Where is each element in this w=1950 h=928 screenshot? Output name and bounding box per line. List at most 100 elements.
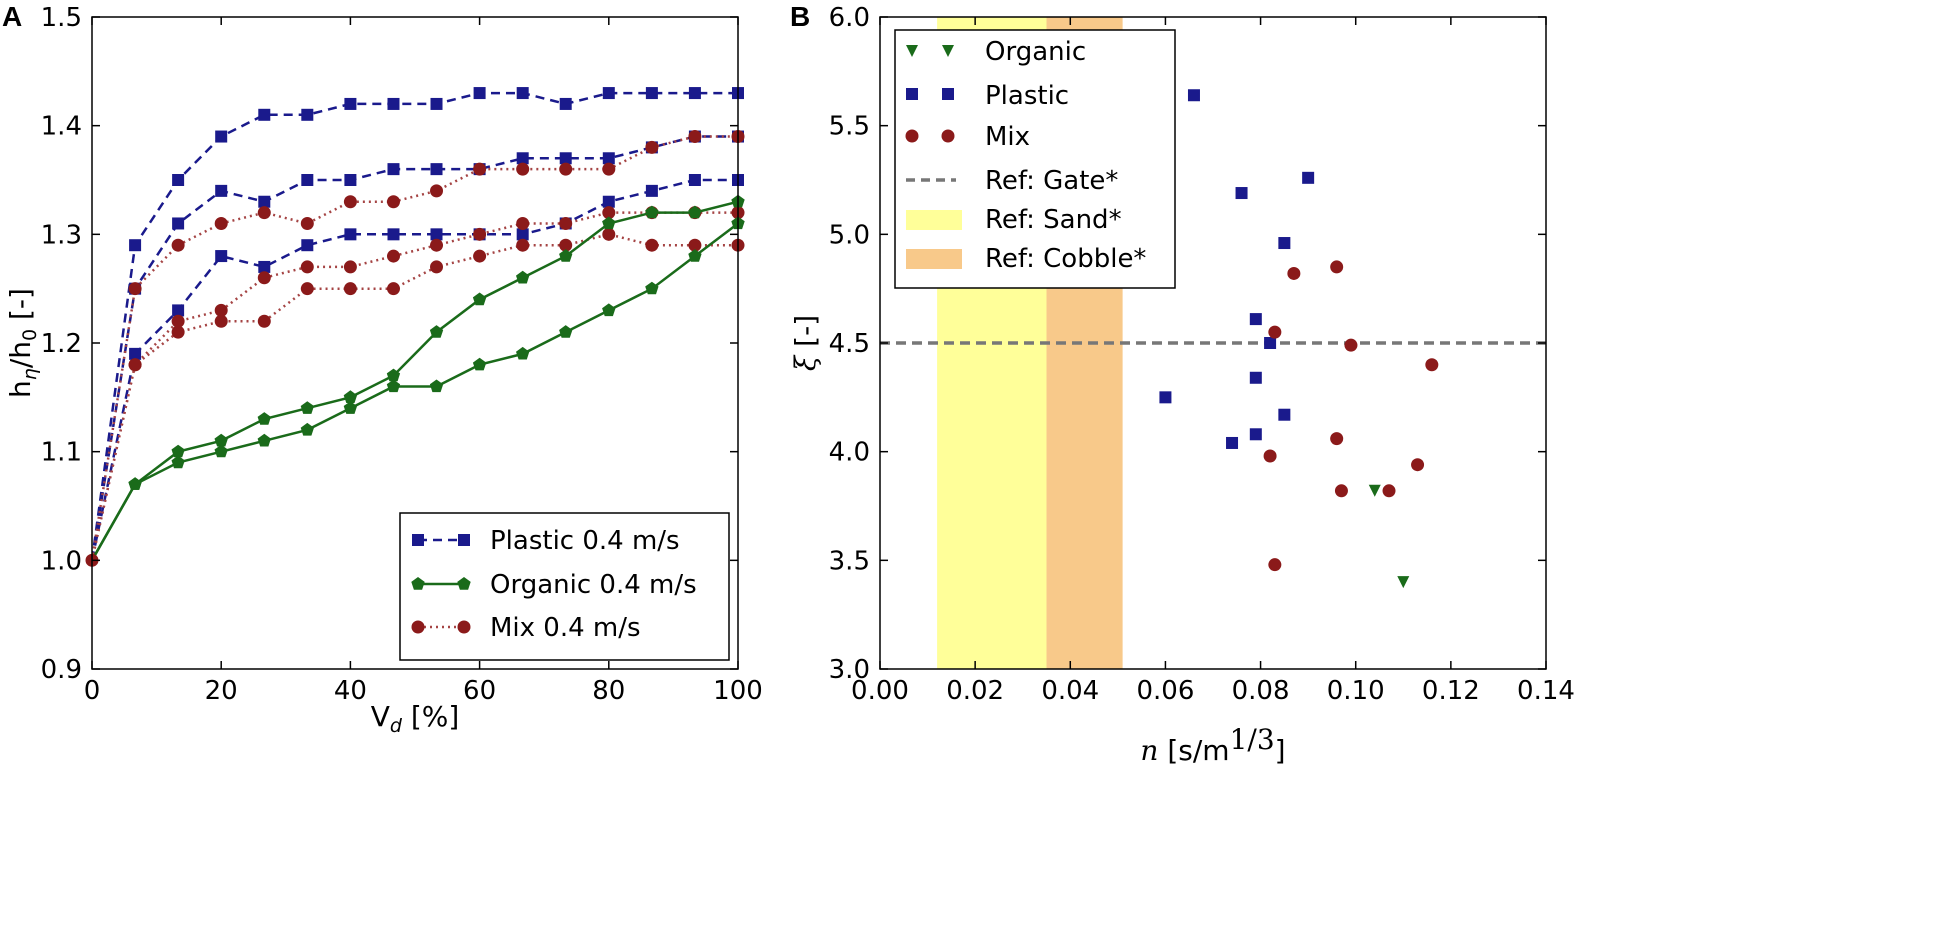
data-point xyxy=(1263,449,1277,463)
legend-mix-marker xyxy=(905,129,919,143)
data-point xyxy=(1268,558,1282,572)
y-tick-label: 3.0 xyxy=(829,655,870,685)
series-line xyxy=(90,211,738,561)
panel-b-xlabel: n [s/m1/3] xyxy=(1140,723,1285,767)
data-point xyxy=(430,97,443,110)
y-tick-label: 1.0 xyxy=(41,546,82,576)
data-point xyxy=(343,195,357,209)
data-point xyxy=(472,292,487,306)
data-point xyxy=(1249,428,1262,441)
legend-mix-label: Mix 0.4 m/s xyxy=(490,613,641,643)
panel-a-ticks: 0 20 40 60 80 100 0.9 1.0 1.1 1.2 1.3 1.4 1.5 xyxy=(41,3,763,706)
data-point xyxy=(472,357,487,371)
data-point xyxy=(1278,408,1291,421)
y-tick-label: 1.5 xyxy=(41,3,82,33)
data-point xyxy=(516,270,530,284)
y-tick-label: 6.0 xyxy=(829,3,870,33)
panel-a-ylabel: hη/h0 [-] xyxy=(4,288,41,398)
data-point xyxy=(300,422,314,436)
series-plastic xyxy=(90,87,744,561)
y-tick-label: 3.5 xyxy=(829,546,870,576)
legend-organic-marker xyxy=(906,45,918,57)
data-point xyxy=(430,184,444,198)
legend-plastic-marker xyxy=(412,534,424,546)
legend-organic-marker xyxy=(457,577,471,590)
data-point xyxy=(171,238,185,252)
data-point xyxy=(300,216,314,230)
data-point xyxy=(559,325,573,338)
x-tick-label: 0.00 xyxy=(851,676,909,706)
panel-a-legend-box xyxy=(399,512,730,661)
data-point xyxy=(645,238,659,252)
series-line xyxy=(90,178,738,561)
data-point xyxy=(300,401,314,414)
data-point xyxy=(1302,171,1315,184)
data-point xyxy=(1249,371,1262,384)
y-tick-label: 4.5 xyxy=(829,329,870,359)
legend-mix-marker xyxy=(457,620,471,634)
data-point xyxy=(1344,338,1358,352)
data-point xyxy=(343,390,358,403)
legend-plastic-entry: Plastic 0.4 m/s xyxy=(412,526,680,556)
data-point xyxy=(602,195,615,208)
legend-plastic-marker xyxy=(942,88,954,100)
series-mix xyxy=(1263,260,1439,572)
legend-organic-entry: Organic xyxy=(906,37,1086,67)
series-organic xyxy=(1368,484,1410,589)
series-line xyxy=(90,233,738,561)
series-line xyxy=(90,135,738,561)
data-point xyxy=(215,184,228,197)
y-tick-label: 1.4 xyxy=(41,112,82,142)
data-point xyxy=(688,205,702,219)
data-point xyxy=(429,379,444,393)
legend-plastic-label: Plastic xyxy=(985,81,1069,111)
data-point xyxy=(257,206,271,220)
data-point xyxy=(172,174,185,186)
x-tick-label: 0.04 xyxy=(1041,676,1099,706)
data-point xyxy=(258,195,271,208)
legend-organic-marker xyxy=(411,577,425,590)
series-line xyxy=(90,135,738,561)
data-point xyxy=(386,195,400,209)
panel-b-marks xyxy=(1159,89,1439,589)
legend-cobble-swatch xyxy=(906,249,962,269)
data-point xyxy=(645,281,659,295)
data-point xyxy=(430,163,443,176)
panel-a-chart: 0 20 40 60 80 100 0.9 1.0 1.1 1.2 1.3 1.4 1.5 Vd [%]… xyxy=(4,3,763,737)
legend-mix-marker xyxy=(411,620,425,634)
data-point xyxy=(301,108,314,121)
y-tick-label: 0.9 xyxy=(41,655,82,685)
data-point xyxy=(128,477,142,490)
data-point xyxy=(215,130,228,143)
data-point xyxy=(1249,313,1262,326)
series-mix xyxy=(90,130,745,561)
x-tick-label: 0 xyxy=(84,676,101,706)
panel-b-chart: 0.00 0.02 0.04 0.06 0.08 0.10 0.12 0.14 3.0 3.5 4.… xyxy=(789,3,1575,767)
legend-cobble-label: Ref: Cobble* xyxy=(985,244,1146,274)
series-mix xyxy=(90,227,745,561)
data-point xyxy=(645,205,659,219)
data-point xyxy=(387,97,400,110)
data-point xyxy=(602,227,616,241)
data-point xyxy=(344,174,357,186)
panel-a-marks xyxy=(85,87,745,567)
data-point xyxy=(559,216,573,230)
data-point xyxy=(473,162,487,176)
y-tick-label: 4.0 xyxy=(829,438,870,468)
data-point xyxy=(301,174,314,186)
series-plastic xyxy=(90,174,744,561)
x-tick-label: 0.02 xyxy=(946,676,1004,706)
panel-a-label: A xyxy=(2,1,22,32)
data-point xyxy=(301,239,314,252)
data-point xyxy=(688,87,701,100)
data-point xyxy=(171,325,185,339)
series-plastic xyxy=(1159,89,1315,449)
y-tick-label: 1.2 xyxy=(41,329,82,359)
legend-organic-label: Organic 0.4 m/s xyxy=(490,570,697,600)
data-point xyxy=(344,97,357,110)
data-point xyxy=(559,97,572,110)
data-point xyxy=(128,282,142,296)
legend-mix-entry: Mix 0.4 m/s xyxy=(411,613,641,643)
data-point xyxy=(387,228,400,241)
data-point xyxy=(602,216,616,230)
